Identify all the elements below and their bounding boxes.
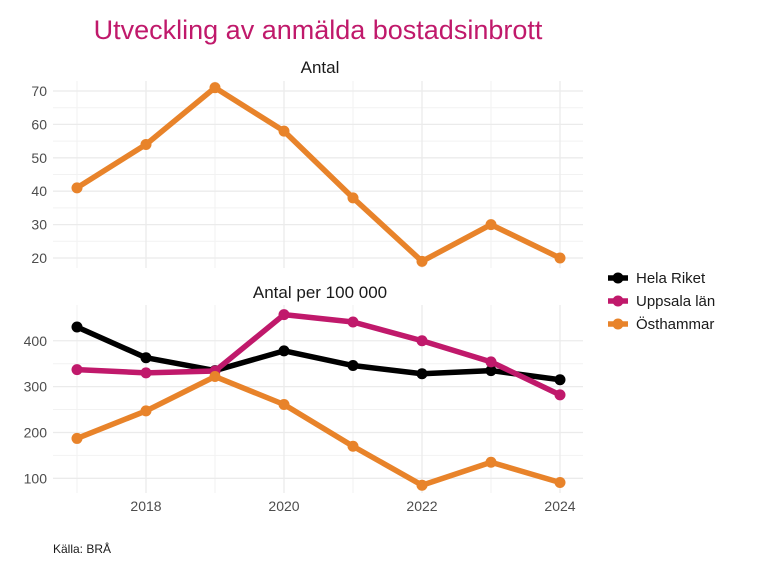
legend-key-point-östhammar — [612, 318, 624, 330]
y-tick-label: 70 — [31, 83, 47, 99]
data-point-östhammar — [416, 479, 428, 491]
data-point-uppsala-län — [71, 364, 83, 376]
legend-label-hela-riket: Hela Riket — [636, 270, 706, 287]
panel-title-antal: Antal — [301, 58, 340, 77]
data-point-östhammar — [485, 456, 497, 468]
x-tick-label: 2024 — [544, 498, 575, 514]
data-point-östhammar — [71, 432, 83, 444]
legend-key-point-hela-riket — [612, 272, 624, 284]
data-point-östhammar — [71, 182, 83, 194]
data-point-hela-riket — [71, 321, 83, 333]
y-tick-label: 400 — [24, 333, 48, 349]
data-point-östhammar — [416, 255, 428, 267]
data-point-uppsala-län — [347, 316, 359, 328]
y-tick-label: 100 — [24, 470, 48, 486]
legend-key-point-uppsala-län — [612, 295, 624, 307]
data-point-hela-riket — [416, 368, 428, 380]
series-line-östhammar — [75, 84, 562, 265]
data-point-hela-riket — [278, 345, 290, 357]
x-tick-label: 2022 — [406, 498, 437, 514]
panel-per-100000: 100 200 300 400 2018 2020 2022 2024 — [24, 305, 583, 514]
series-line-hela-riket — [75, 324, 561, 383]
y-tick-label: 50 — [31, 150, 47, 166]
y-tick-label: 40 — [31, 183, 47, 199]
data-point-östhammar — [278, 125, 290, 137]
data-point-hela-riket — [485, 365, 497, 377]
legend-label-uppsala-län: Uppsala län — [636, 293, 715, 310]
data-point-östhammar — [140, 405, 152, 417]
panel-title-per-100000: Antal per 100 000 — [253, 283, 387, 302]
data-point-uppsala-län — [278, 309, 290, 321]
data-point-östhammar — [554, 252, 566, 264]
legend: Hela Riket Uppsala län Östhammar — [608, 270, 715, 333]
y-tick-label: 20 — [31, 250, 47, 266]
data-point-uppsala-län — [416, 335, 428, 347]
data-point-östhammar — [485, 219, 497, 231]
data-point-östhammar — [209, 82, 221, 94]
x-tick-label: 2018 — [130, 498, 161, 514]
series-line-uppsala-län — [76, 311, 562, 398]
caption-source: Källa: BRÅ — [53, 541, 111, 556]
data-point-uppsala-län — [485, 356, 497, 368]
chart-title: Utveckling av anmälda bostadsinbrott — [94, 15, 543, 45]
data-point-östhammar — [554, 476, 566, 488]
series-line-östhammar — [75, 373, 561, 488]
data-point-östhammar — [347, 192, 359, 204]
y-tick-label: 30 — [31, 217, 47, 233]
data-point-hela-riket — [554, 374, 566, 386]
data-point-östhammar — [209, 371, 221, 383]
legend-label-östhammar: Östhammar — [636, 315, 714, 333]
y-tick-label: 300 — [24, 379, 48, 395]
y-tick-label: 60 — [31, 116, 47, 132]
data-point-uppsala-län — [140, 367, 152, 379]
x-tick-label: 2020 — [268, 498, 299, 514]
data-point-östhammar — [278, 399, 290, 411]
data-point-östhammar — [347, 440, 359, 452]
data-point-östhammar — [140, 138, 152, 150]
panel-antal: 20 30 40 50 60 70 — [31, 81, 583, 268]
data-point-hela-riket — [347, 360, 359, 372]
data-point-uppsala-län — [554, 389, 566, 401]
data-point-hela-riket — [140, 352, 152, 364]
y-tick-label: 200 — [24, 424, 48, 440]
